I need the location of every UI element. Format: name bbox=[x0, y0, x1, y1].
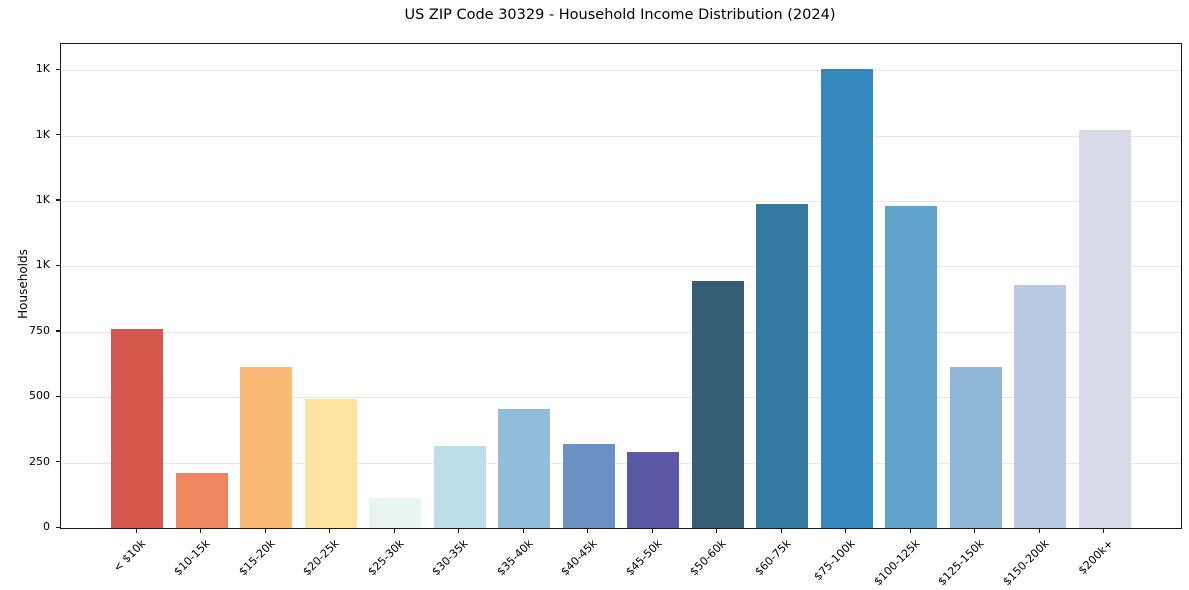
x-tick-label-100-125k: $100-125k bbox=[871, 537, 923, 589]
gridline-750 bbox=[61, 331, 1181, 333]
bar-10-15k bbox=[175, 473, 228, 528]
y-tick-mark-500 bbox=[56, 395, 60, 397]
y-tick-mark-1750 bbox=[56, 68, 60, 70]
y-tick-label-250: 250 bbox=[29, 454, 50, 468]
x-tick-mark-15-20k bbox=[264, 528, 266, 533]
y-tick-label-1500: 1K bbox=[35, 127, 50, 141]
bar-60-75k bbox=[756, 203, 809, 528]
y-tick-mark-1500 bbox=[56, 134, 60, 136]
x-tick-mark-20-25k bbox=[329, 528, 331, 533]
x-tick-label-20-25k: $20-25k bbox=[300, 537, 342, 579]
x-tick-label-15-20k: $15-20k bbox=[236, 537, 278, 579]
x-tick-label-30-35k: $30-35k bbox=[429, 537, 471, 579]
y-axis-label: Households bbox=[16, 249, 30, 319]
bar-150-200k bbox=[1014, 284, 1067, 528]
x-tick-mark-40-45k bbox=[587, 528, 589, 533]
gridline-1750 bbox=[61, 70, 1181, 72]
x-tick-mark-50-60k bbox=[716, 528, 718, 533]
x-tick-mark-75-100k bbox=[845, 528, 847, 533]
y-tick-label-750: 750 bbox=[29, 323, 50, 337]
bar-35-40k bbox=[498, 408, 551, 528]
bar-40-45k bbox=[562, 444, 615, 528]
gridline-250 bbox=[61, 462, 1181, 464]
gridline-1000 bbox=[61, 266, 1181, 268]
bar-15-20k bbox=[240, 367, 293, 528]
y-tick-mark-750 bbox=[56, 330, 60, 332]
gridline-1250 bbox=[61, 200, 1181, 202]
x-tick-label-60-75k: $60-75k bbox=[752, 537, 794, 579]
x-tick-label-150-200k: $150-200k bbox=[1000, 537, 1052, 589]
x-tick-label-200k: $200k+ bbox=[1075, 537, 1116, 578]
bar-125-150k bbox=[949, 367, 1002, 528]
x-tick-mark-10-15k bbox=[200, 528, 202, 533]
x-tick-label-35-40k: $35-40k bbox=[494, 537, 536, 579]
bar-25-30k bbox=[369, 497, 422, 528]
gridline-1500 bbox=[61, 135, 1181, 137]
bar-50-60k bbox=[691, 280, 744, 528]
bar-30-35k bbox=[433, 445, 486, 528]
y-tick-mark-1000 bbox=[56, 264, 60, 267]
x-tick-mark-30-35k bbox=[458, 528, 460, 533]
bar-75-100k bbox=[820, 68, 873, 528]
y-tick-label-1000: 1K bbox=[35, 258, 50, 272]
x-tick-label-10-15k: $10-15k bbox=[171, 537, 213, 579]
gridline-500 bbox=[61, 397, 1181, 399]
y-tick-label-0: 0 bbox=[43, 520, 50, 533]
bar-200k bbox=[1078, 130, 1131, 528]
x-tick-mark-100-125k bbox=[909, 528, 911, 533]
x-tick-label-10k: < $10k bbox=[110, 537, 149, 575]
x-tick-mark-10k bbox=[135, 528, 137, 533]
x-tick-mark-25-30k bbox=[393, 528, 395, 533]
x-tick-mark-60-75k bbox=[780, 528, 782, 533]
chart-title: US ZIP Code 30329 - Household Income Dis… bbox=[404, 7, 836, 23]
y-tick-mark-1250 bbox=[56, 199, 60, 201]
y-tick-label-1250: 1K bbox=[35, 192, 50, 206]
x-tick-mark-125-150k bbox=[974, 528, 976, 533]
x-tick-mark-35-40k bbox=[522, 528, 524, 533]
x-tick-label-45-50k: $45-50k bbox=[623, 537, 665, 579]
bar-45-50k bbox=[627, 452, 680, 528]
x-tick-mark-200k bbox=[1103, 528, 1105, 533]
y-tick-label-500: 500 bbox=[29, 389, 50, 403]
y-tick-label-1750: 1K bbox=[35, 62, 50, 76]
x-tick-mark-45-50k bbox=[651, 528, 653, 533]
x-tick-label-75-100k: $75-100k bbox=[811, 537, 858, 584]
x-tick-label-50-60k: $50-60k bbox=[687, 537, 729, 579]
bar-100-125k bbox=[885, 206, 938, 528]
x-tick-label-125-150k: $125-150k bbox=[935, 537, 987, 589]
bar-20-25k bbox=[304, 398, 357, 528]
x-tick-mark-150-200k bbox=[1038, 528, 1040, 533]
x-tick-label-25-30k: $25-30k bbox=[365, 537, 407, 579]
y-tick-mark-0 bbox=[56, 526, 60, 528]
y-tick-mark-250 bbox=[56, 461, 60, 463]
x-tick-label-40-45k: $40-45k bbox=[558, 537, 600, 579]
bar-10k bbox=[111, 329, 164, 528]
plot-area bbox=[60, 43, 1182, 529]
